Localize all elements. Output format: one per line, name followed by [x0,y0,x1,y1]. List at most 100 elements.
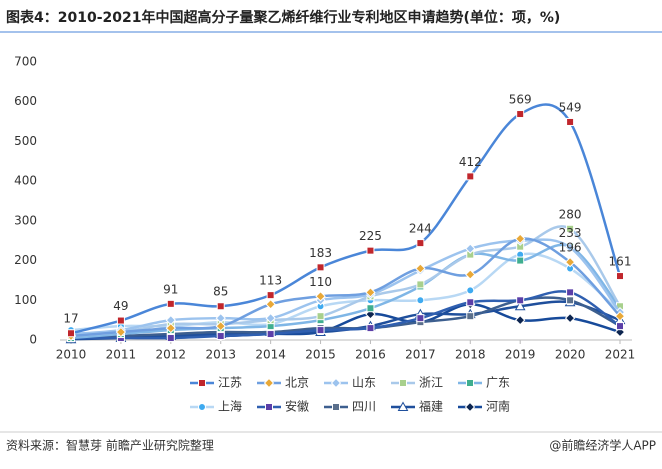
data-point [566,117,575,126]
data-label: 244 [409,222,432,236]
legend-label: 福建 [419,399,443,414]
data-point [415,263,426,274]
data-point [116,316,125,325]
data-point [265,312,276,324]
legend-marker [332,403,340,411]
data-point [165,322,177,334]
data-point [466,172,475,181]
data-point [564,312,576,324]
data-label: 17 [63,312,78,326]
legend-marker [464,401,476,413]
data-point [316,263,325,272]
data-point [316,312,325,321]
data-point [564,256,576,268]
data-point [216,302,225,311]
y-tick-label: 200 [14,253,37,267]
data-point [67,329,75,338]
data-point [566,288,575,297]
data-point [166,334,175,343]
x-tick-label: 2011 [106,348,137,362]
data-label: 225 [359,229,382,243]
data-point [316,326,325,335]
data-label: 569 [509,93,532,107]
data-label: 233 [559,226,582,240]
legend-marker [397,401,409,411]
source: 资料来源：智慧芽 前瞻产业研究院整理 [6,438,214,453]
series-line [70,252,621,332]
x-tick-label: 2012 [156,348,187,362]
data-point [614,326,626,338]
legend-label: 广东 [486,376,510,390]
legend-label: 上海 [218,399,242,414]
data-point [466,312,475,321]
data-point [315,291,326,302]
data-point [115,326,127,338]
x-tick-label: 2020 [555,348,586,362]
data-point [366,324,375,333]
legend-marker [198,379,206,387]
data-label: 196 [559,241,582,255]
data-point [516,256,525,265]
y-tick-label: 400 [14,174,37,188]
data-label: 110 [309,275,332,289]
y-tick-label: 600 [14,94,37,108]
data-point [564,242,576,253]
x-tick-label: 2014 [255,348,286,362]
data-point [215,320,226,332]
data-point [465,243,476,254]
data-point [366,304,375,313]
data-point [265,299,276,310]
data-label: 85 [213,285,228,299]
data-label: 161 [609,255,632,269]
data-point [365,287,376,298]
x-tick-label: 2015 [305,348,336,362]
x-tick-label: 2019 [505,348,536,362]
chart-title: 图表4：2010-2021年中国超高分子量聚乙烯纤维行业专利地区申请趋势(单位：… [6,9,560,26]
data-label: 91 [163,282,178,296]
y-tick-label: 500 [14,134,37,148]
data-label: 183 [309,246,332,260]
data-point [366,246,375,255]
legend-marker [330,377,342,389]
legend-marker [399,379,407,387]
data-point [514,314,526,326]
legend-label: 四川 [352,400,376,414]
data-label: 412 [459,155,482,169]
x-tick-label: 2016 [355,348,386,362]
data-label: 280 [559,207,582,221]
data-point [514,233,526,244]
data-point [516,110,525,119]
legend-label: 浙江 [419,376,443,390]
data-point [465,269,476,280]
data-point [166,299,175,308]
legend-label: 山东 [352,376,376,390]
data-point [416,280,425,289]
data-point [416,314,425,323]
data-point [266,291,275,300]
data-point [416,296,425,305]
series-line [71,290,621,340]
data-point [616,272,624,281]
data-point [566,224,575,233]
y-tick-label: 700 [14,55,37,69]
data-label: 113 [259,274,282,288]
legend-label: 河南 [486,399,510,414]
data-point [516,296,525,305]
legend-marker [263,377,275,389]
data-label: 49 [113,299,128,313]
x-tick-label: 2018 [455,348,486,362]
legend-marker [198,403,206,411]
legend-marker [466,379,474,387]
x-tick-label: 2017 [405,348,436,362]
data-point [466,286,475,295]
data-point [614,310,626,322]
y-tick-label: 300 [14,213,37,227]
legend-marker [265,403,273,411]
legend-label: 江苏 [218,376,242,390]
x-tick-label: 2021 [605,348,636,362]
data-point [566,296,575,305]
data-point [266,330,275,339]
data-point [616,322,624,331]
brand: @前瞻经济学人APP [549,438,656,453]
